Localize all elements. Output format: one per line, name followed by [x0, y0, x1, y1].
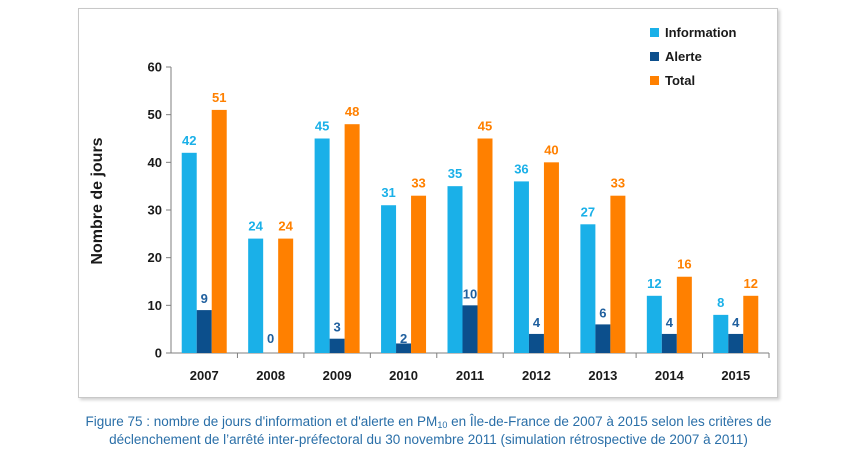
bar-information-2007 — [181, 152, 197, 353]
legend-label-information: Information — [665, 25, 737, 40]
y-tick-label: 0 — [155, 346, 162, 361]
bar-alerte-2007 — [196, 310, 212, 353]
legend-swatch-total — [650, 76, 659, 85]
value-label-information-2010: 31 — [381, 185, 395, 200]
value-label-alerte-2013: 6 — [599, 305, 606, 320]
value-labels: 4295124024453483123335104536440276331241… — [182, 90, 758, 346]
legend-swatch-information — [650, 28, 659, 37]
figure-caption-line-2: déclenchement de l’arrêté inter-préfecto… — [109, 432, 748, 447]
caption-text-a: Figure 75 : nombre de jours d'informatio… — [85, 414, 438, 429]
bar-total-2015 — [743, 295, 759, 353]
value-label-total-2008: 24 — [278, 219, 293, 234]
bar-alerte-2015 — [728, 333, 744, 353]
x-tick-label: 2011 — [456, 368, 484, 383]
value-label-information-2013: 27 — [581, 204, 595, 219]
legend-label-total: Total — [665, 73, 695, 88]
y-tick-label: 50 — [148, 107, 162, 122]
value-label-total-2009: 48 — [345, 104, 359, 119]
value-label-alerte-2009: 3 — [333, 320, 340, 335]
value-label-alerte-2012: 4 — [533, 315, 541, 330]
x-tick-label: 2014 — [655, 368, 685, 383]
value-label-alerte-2008: 0 — [267, 331, 274, 346]
value-label-alerte-2015: 4 — [732, 315, 740, 330]
bars — [181, 109, 759, 354]
x-tick-label: 2012 — [522, 368, 551, 383]
value-label-total-2014: 16 — [677, 257, 691, 272]
bar-alerte-2011 — [462, 305, 478, 353]
bar-information-2014 — [646, 295, 662, 353]
legend-swatch-alerte — [650, 52, 659, 61]
bar-information-2009 — [314, 138, 330, 353]
bar-total-2014 — [676, 276, 692, 353]
bar-total-2012 — [543, 162, 559, 353]
value-label-total-2013: 33 — [611, 176, 625, 191]
value-label-alerte-2007: 9 — [201, 291, 208, 306]
y-tick-label: 60 — [148, 60, 162, 75]
caption-text-b: en Île-de-France de 2007 à 2015 selon le… — [447, 414, 772, 429]
bar-information-2010 — [381, 205, 397, 353]
legend-label-alerte: Alerte — [665, 49, 702, 64]
x-axis: 2007 2008 2009 2010 2011 2012 2013 2014 2015 — [171, 352, 770, 383]
value-label-total-2012: 40 — [544, 142, 558, 157]
bar-alerte-2014 — [661, 333, 677, 353]
bar-alerte-2012 — [528, 333, 544, 353]
bar-information-2012 — [513, 181, 529, 353]
value-label-alerte-2010: 2 — [400, 331, 407, 346]
y-axis-title: Nombre de jours — [89, 137, 106, 264]
bar-information-2013 — [580, 224, 596, 353]
value-label-total-2010: 33 — [411, 176, 425, 191]
bar-information-2008 — [248, 238, 264, 353]
x-tick-label: 2010 — [389, 368, 418, 383]
y-tick-label: 20 — [148, 250, 162, 265]
figure-caption-line-1: Figure 75 : nombre de jours d'informatio… — [0, 413, 857, 434]
value-label-information-2012: 36 — [514, 161, 528, 176]
value-label-information-2014: 12 — [647, 276, 661, 291]
value-label-information-2009: 45 — [315, 119, 329, 134]
value-label-information-2011: 35 — [448, 166, 462, 181]
bar-total-2008 — [278, 238, 294, 353]
bar-total-2009 — [344, 124, 360, 353]
bar-total-2007 — [211, 109, 227, 354]
y-tick-label: 40 — [148, 155, 162, 170]
value-label-total-2007: 51 — [212, 90, 226, 105]
value-label-alerte-2014: 4 — [666, 315, 674, 330]
bar-alerte-2013 — [595, 324, 611, 353]
value-label-information-2015: 8 — [717, 295, 724, 310]
bar-total-2013 — [610, 195, 626, 353]
caption-subscript: 10 — [437, 420, 448, 430]
value-label-information-2008: 24 — [248, 219, 263, 234]
x-tick-label: 2013 — [588, 368, 617, 383]
y-tick-label: 30 — [148, 203, 162, 218]
y-tick-label: 10 — [148, 298, 162, 313]
value-label-total-2011: 45 — [478, 119, 492, 134]
x-tick-label: 2009 — [323, 368, 352, 383]
y-axis: 0 10 20 30 40 50 60 — [148, 60, 172, 361]
value-label-alerte-2011: 10 — [463, 286, 477, 301]
x-tick-label: 2007 — [190, 368, 219, 383]
x-tick-label: 2008 — [256, 368, 285, 383]
value-label-information-2007: 42 — [182, 133, 196, 148]
bar-alerte-2010 — [396, 343, 412, 353]
bar-total-2010 — [411, 195, 427, 353]
bar-information-2015 — [713, 314, 729, 353]
value-label-total-2015: 12 — [744, 276, 758, 291]
bar-total-2011 — [477, 138, 493, 353]
bar-alerte-2009 — [329, 338, 345, 353]
chart-frame: Nombre de jours 0 10 20 30 40 50 60 2007 2008 20… — [78, 8, 778, 398]
bar-information-2011 — [447, 186, 463, 353]
x-tick-label: 2015 — [721, 368, 750, 383]
legend: Information Alerte Total — [650, 25, 737, 88]
